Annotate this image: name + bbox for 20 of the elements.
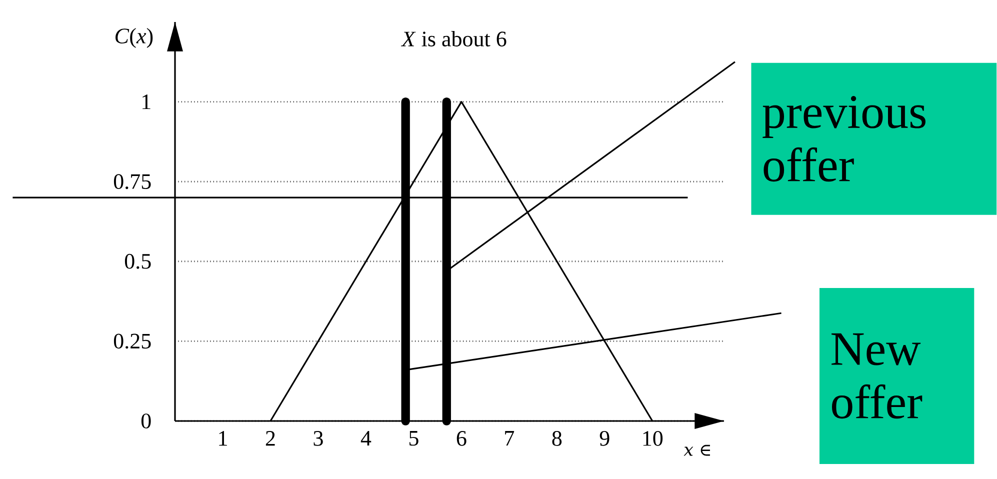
y-tick-label: 0.75	[114, 174, 151, 190]
x-tick-label: 9	[600, 431, 610, 446]
x-tick-label: 1	[219, 431, 227, 446]
x-tick-label: 2	[266, 431, 275, 446]
x-tick-label: 10	[643, 431, 663, 446]
y-tick-label: 1	[142, 94, 150, 110]
x-tick-label: 3	[314, 431, 323, 446]
x-tick-label: 5	[409, 431, 418, 446]
y-tick-label: 0.25	[114, 334, 151, 349]
annotation: New offer	[832, 333, 922, 419]
x-tick-label: 8	[552, 431, 562, 446]
annotation: previous offer	[762, 96, 926, 182]
x-tick-label: 7	[505, 431, 514, 446]
y-tick-label: 0	[141, 414, 151, 428]
chart-title: X is about 6	[400, 30, 506, 46]
y-axis-title: C(x)	[116, 28, 153, 48]
x-axis-title: x ∈	[684, 444, 710, 456]
x-tick-label: 4	[360, 431, 372, 446]
y-tick-label: 0.5	[124, 254, 151, 269]
x-tick-label: 6	[456, 431, 466, 446]
